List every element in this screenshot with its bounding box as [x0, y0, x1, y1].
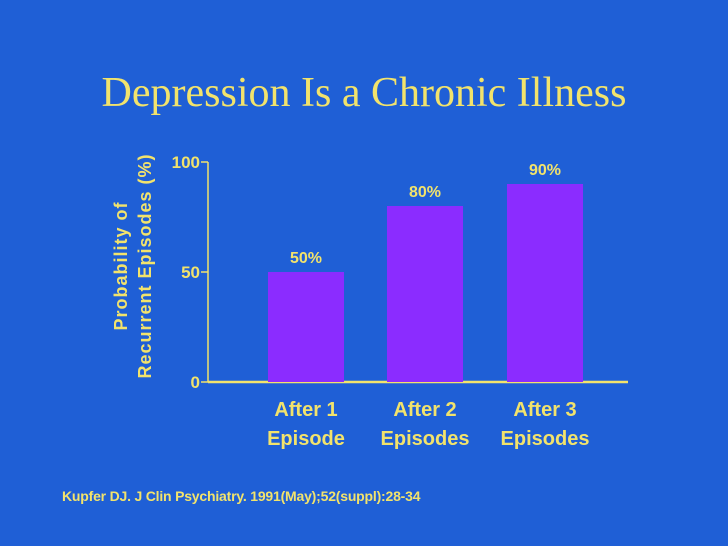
y-tick-label: 100	[172, 153, 200, 172]
y-tick-label: 50	[181, 263, 200, 282]
data-label: 90%	[529, 162, 561, 179]
x-tick-label: Episodes	[381, 428, 470, 450]
y-tick-label: 0	[191, 373, 200, 392]
x-tick-label: Episodes	[501, 428, 590, 450]
data-label: 50%	[290, 250, 322, 267]
x-tick-label: After 2	[393, 399, 456, 421]
x-tick-label: After 1	[274, 399, 337, 421]
slide-title: Depression Is a Chronic Illness	[101, 70, 627, 116]
x-tick-label: After 3	[513, 399, 576, 421]
bar	[507, 184, 583, 382]
data-label: 80%	[409, 184, 441, 201]
bar	[268, 272, 344, 382]
x-tick-label: Episode	[267, 428, 345, 450]
citation: Kupfer DJ. J Clin Psychiatry. 1991(May);…	[62, 488, 421, 504]
bar	[387, 206, 463, 382]
